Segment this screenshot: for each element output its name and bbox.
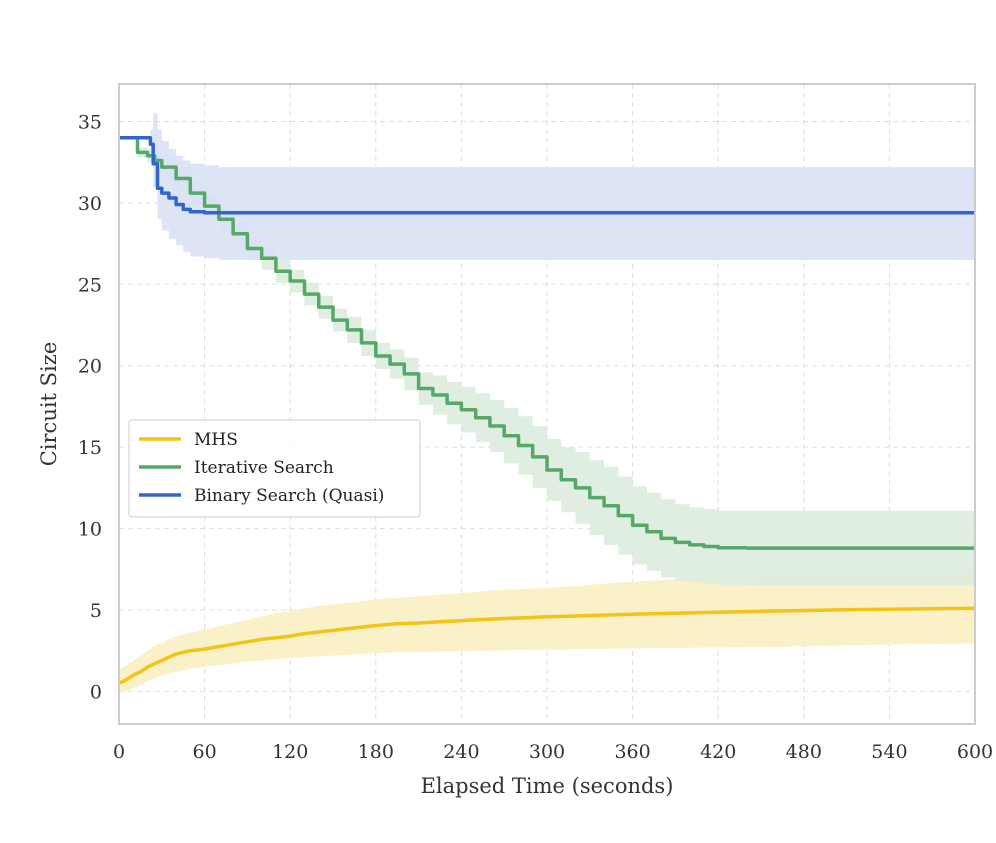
x-tick-label-180: 180 — [358, 741, 394, 763]
x-tick-label-0: 0 — [113, 741, 125, 763]
plot-frame — [118, 83, 976, 725]
legend-label-binary-search-quasi: Binary Search (Quasi) — [194, 486, 384, 506]
y-tick-label-35: 35 — [78, 111, 102, 133]
x-tick-label-540: 540 — [871, 741, 907, 763]
series-lines — [118, 135, 976, 685]
y-tick-label-0: 0 — [90, 681, 102, 703]
x-tick-label-360: 360 — [614, 741, 650, 763]
legend: MHS Iterative Search Binary Search (Quas… — [128, 419, 421, 518]
x-tick-labels: 0 60 120 180 240 300 360 420 480 540 600 — [113, 741, 993, 763]
y-tick-label-30: 30 — [78, 193, 102, 215]
legend-box — [128, 419, 421, 518]
y-tick-label-20: 20 — [78, 356, 102, 378]
confidence-bands — [119, 113, 975, 694]
y-tick-label-5: 5 — [90, 600, 102, 622]
band-binary-search-quasi — [119, 113, 975, 260]
x-axis-label: Elapsed Time (seconds) — [421, 774, 674, 798]
line-mhs — [118, 606, 976, 685]
y-axis-label: Circuit Size — [37, 342, 61, 467]
x-tick-label-60: 60 — [193, 741, 217, 763]
y-tick-label-15: 15 — [78, 437, 102, 459]
y-tick-label-10: 10 — [78, 519, 102, 541]
line-binary-search-quasi — [119, 135, 975, 215]
y-tick-labels: 0 5 10 15 20 25 30 35 — [78, 111, 102, 703]
x-tick-label-300: 300 — [529, 741, 565, 763]
band-mhs — [119, 570, 975, 694]
x-tick-label-120: 120 — [272, 741, 308, 763]
x-tick-label-240: 240 — [443, 741, 479, 763]
x-tick-label-600: 600 — [957, 741, 993, 763]
y-tick-label-25: 25 — [78, 274, 102, 296]
x-tick-label-480: 480 — [786, 741, 822, 763]
legend-label-iterative-search: Iterative Search — [194, 458, 334, 478]
legend-label-mhs: MHS — [194, 430, 238, 450]
x-tick-label-420: 420 — [700, 741, 736, 763]
line-iterative-search — [119, 135, 975, 550]
